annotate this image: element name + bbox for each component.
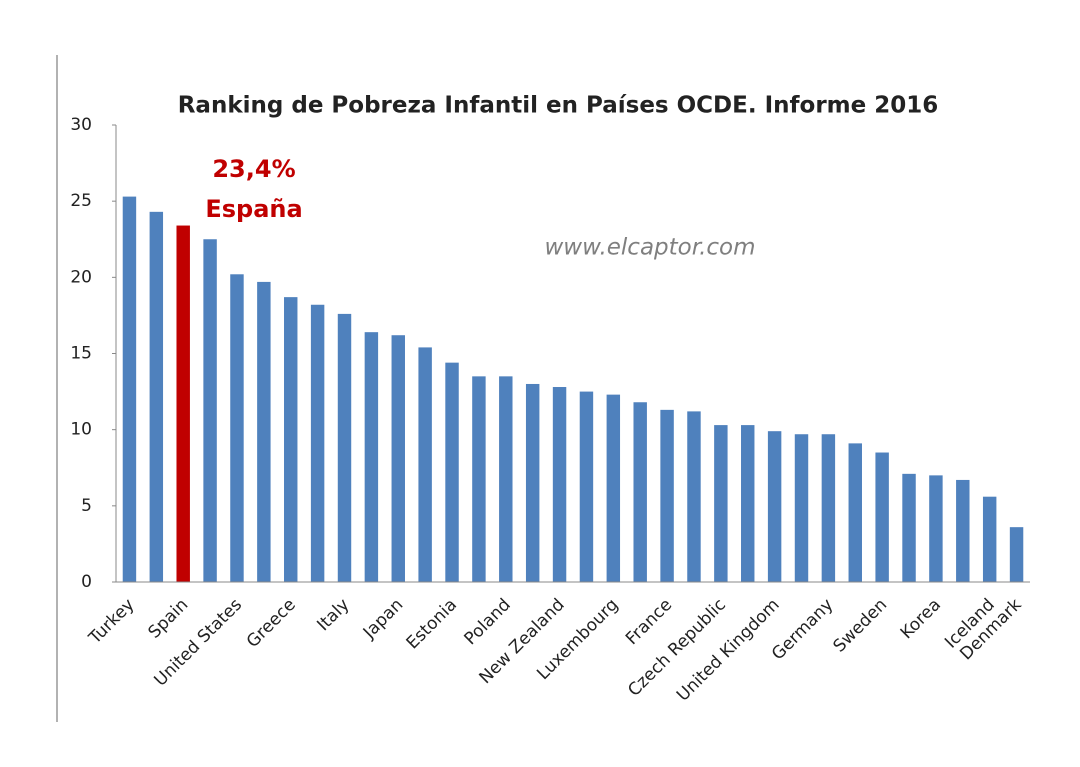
x-tick-label: Czech Republic (624, 595, 730, 701)
bar (687, 411, 701, 582)
bar (525, 383, 540, 582)
bar (821, 434, 836, 582)
bar (364, 332, 379, 582)
x-tick-label: Estonia (403, 595, 461, 653)
x-tick-label: Italy (313, 595, 353, 635)
y-tick-label: 20 (70, 267, 92, 287)
y-tick-label: 25 (70, 191, 92, 211)
bar (552, 387, 567, 582)
bar (230, 274, 244, 582)
bar (445, 362, 459, 582)
bar (310, 304, 325, 582)
bar (767, 431, 782, 582)
bar (1009, 527, 1024, 582)
bar (660, 409, 674, 582)
bar (714, 425, 728, 582)
y-tick-label: 10 (70, 420, 92, 440)
x-tick-label: Turkey (85, 595, 139, 649)
x-tick-label: Sweden (830, 595, 892, 657)
annotation-value: 23,4% (212, 155, 295, 183)
bar (176, 225, 190, 583)
bar (794, 434, 809, 582)
bar (203, 239, 217, 582)
bar (257, 281, 271, 582)
bar (956, 479, 970, 582)
bar (741, 425, 755, 582)
bar (875, 452, 889, 582)
bar (848, 443, 862, 582)
bar (902, 473, 916, 582)
bar (337, 313, 352, 582)
bar (929, 475, 943, 582)
bar (633, 402, 647, 582)
y-tick-label: 5 (81, 496, 92, 516)
bar (472, 376, 486, 582)
x-tick-label: Korea (897, 595, 945, 643)
x-tick-label: Japan (359, 595, 407, 643)
y-tick-label: 15 (70, 344, 92, 364)
x-tick-label: Spain (145, 595, 193, 643)
bar (606, 394, 621, 582)
bar (982, 496, 997, 582)
x-tick-label: France (622, 595, 676, 649)
x-tick-label: Poland (461, 595, 515, 649)
y-tick-label: 0 (81, 572, 92, 592)
bar (418, 347, 432, 582)
annotation-country: España (205, 195, 302, 223)
bar (149, 211, 164, 582)
watermark: www.elcaptor.com (544, 235, 755, 261)
bar (579, 391, 594, 582)
chart-title: Ranking de Pobreza Infantil en Países OC… (178, 93, 939, 119)
bar (122, 196, 137, 582)
x-tick-label: Greece (243, 595, 300, 652)
y-tick-label: 30 (70, 115, 92, 135)
bar (499, 376, 513, 582)
bar (391, 335, 405, 582)
bar (284, 297, 298, 582)
